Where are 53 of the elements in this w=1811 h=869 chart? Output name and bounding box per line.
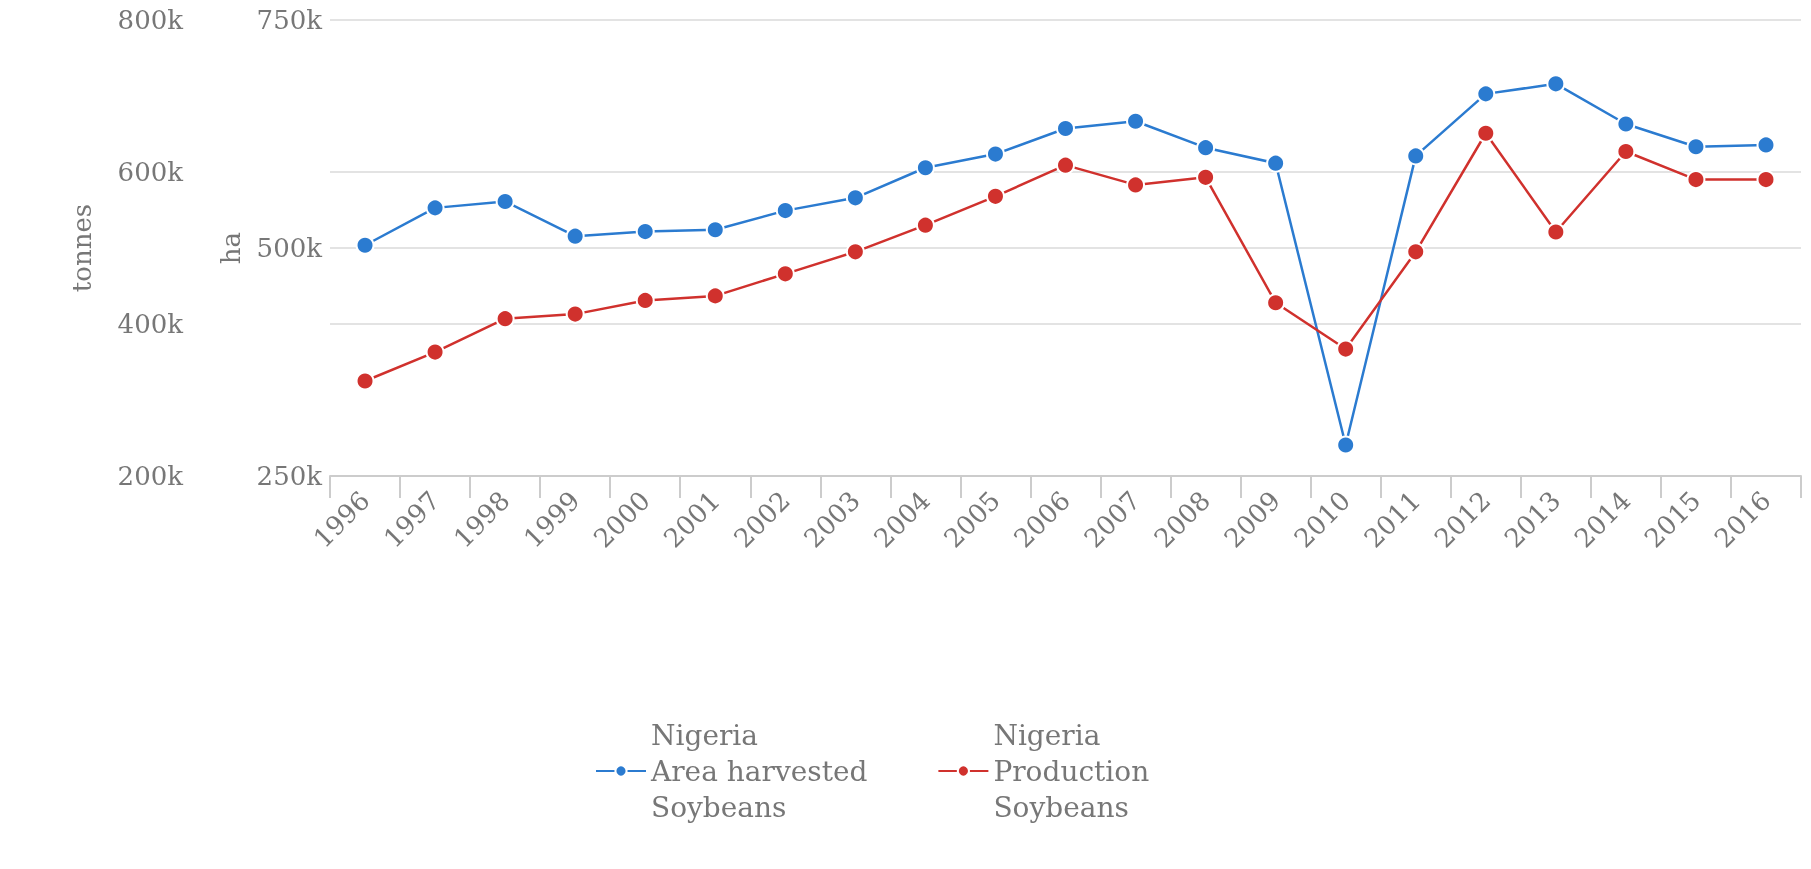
point [1616,114,1636,134]
point [1266,293,1286,313]
point [425,342,445,362]
point [1546,222,1566,242]
point [1126,111,1146,131]
legend-label: Nigeria Production Soybeans [993,718,1150,824]
y2-tick-label: 500k [256,233,323,263]
y-tick-label: 400k [117,309,184,339]
point [1266,153,1286,173]
point [1686,170,1706,190]
y2-axis-title: ha [216,231,246,265]
point [425,198,445,218]
point [1476,84,1496,104]
point [1756,170,1776,190]
point [1336,435,1356,455]
y-tick-label: 800k [117,5,184,35]
point [635,290,655,310]
point [635,222,655,242]
point [1616,141,1636,161]
point [1406,146,1426,166]
point [1196,167,1216,187]
y2-tick-label: 250k [256,461,323,491]
point [985,144,1005,164]
point [495,191,515,211]
point [775,201,795,221]
point [1056,155,1075,175]
y-tick-label: 200k [117,461,184,491]
point [845,188,865,208]
y-axis-title: tonnes [67,203,97,293]
y-tick-label: 600k [117,157,184,187]
point [355,371,375,391]
point [565,304,585,324]
point [1686,137,1706,157]
point [1476,123,1496,143]
point [775,264,795,284]
point [915,158,935,178]
point [1056,119,1075,139]
y2-tick-label: 750k [256,5,323,35]
point [355,235,375,255]
point [1406,242,1426,262]
point [705,220,725,240]
point [705,286,725,306]
legend-label: Nigeria Area harvested Soybeans [650,718,868,824]
point [1196,138,1216,158]
point [495,309,515,329]
point [1546,74,1566,94]
point [915,215,935,235]
point [565,226,585,246]
point [1336,339,1356,359]
point [1756,135,1776,155]
point [1126,175,1146,195]
point [985,186,1005,206]
point [845,242,865,262]
